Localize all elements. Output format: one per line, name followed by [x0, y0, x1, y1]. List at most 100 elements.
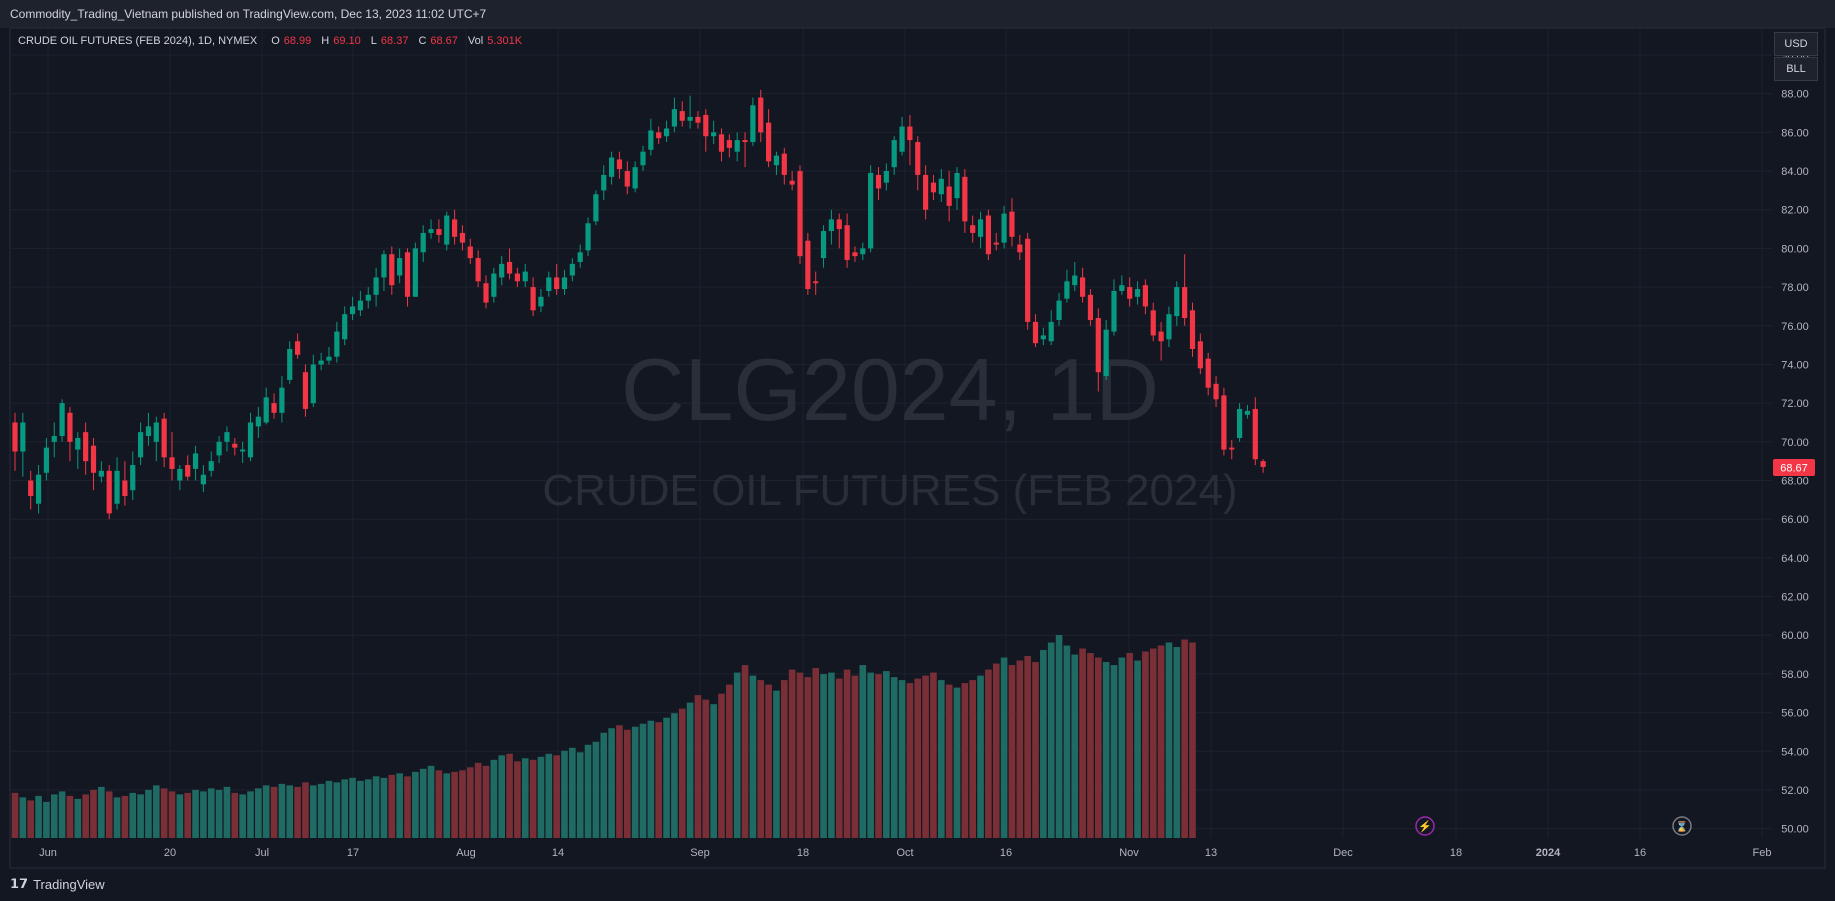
candle [389, 246, 395, 295]
volume-bar [223, 786, 231, 838]
volume-bar [192, 789, 199, 838]
candle [67, 407, 73, 462]
candle-body [522, 271, 528, 282]
candle [216, 436, 222, 464]
candle [538, 289, 544, 313]
volume-bar [490, 759, 498, 838]
candle-body [342, 314, 348, 340]
volume-bar [781, 680, 788, 838]
candle-body [1119, 285, 1125, 291]
volume-bar [459, 770, 466, 838]
candle [302, 364, 309, 417]
candle-body [805, 240, 811, 290]
candle-body [28, 480, 34, 496]
candle [1040, 327, 1046, 346]
volume-bar [1110, 665, 1118, 838]
volume-bar [741, 665, 749, 838]
y-tick-label: 66.00 [1781, 514, 1809, 526]
candle-body [459, 232, 466, 243]
candle-body [844, 225, 850, 261]
candle-body [860, 248, 866, 255]
currency-usd-button[interactable]: USD [1774, 32, 1818, 56]
candle-body [632, 167, 638, 189]
candle [923, 165, 929, 220]
candle [836, 213, 842, 249]
candle-body [1001, 213, 1007, 243]
candle-body [279, 387, 285, 413]
tradingview-logo-icon[interactable]: 𝟭𝟳 [10, 876, 29, 891]
candle-body [828, 219, 834, 232]
candle-body [695, 116, 701, 123]
candle-body [192, 453, 199, 469]
volume-bar [1079, 648, 1086, 838]
candle [530, 277, 536, 317]
y-tick-label: 84.00 [1781, 166, 1809, 178]
volume-bar [255, 788, 262, 838]
y-tick-label: 50.00 [1781, 824, 1809, 836]
replay-button[interactable]: ⚡ [1415, 816, 1435, 836]
candle [12, 412, 18, 471]
open-label: O [271, 35, 280, 47]
candle-body [554, 277, 560, 290]
candle [459, 225, 466, 251]
volume-bar [922, 675, 929, 838]
volume-bar [215, 789, 223, 838]
x-tick-label: Sep [690, 847, 710, 859]
volume-bar [184, 792, 191, 838]
candle [138, 422, 144, 466]
high-label: H [321, 35, 330, 47]
volume-bar [1047, 642, 1055, 838]
volume-bar [631, 726, 639, 838]
candle [114, 457, 120, 510]
candle-body [185, 465, 191, 477]
volume-bar [1055, 635, 1063, 838]
candle [726, 134, 732, 158]
candle [279, 376, 285, 423]
candle-body [985, 215, 991, 255]
candle [1095, 308, 1101, 392]
y-tick-label: 52.00 [1781, 785, 1809, 797]
candle [868, 165, 874, 253]
candle [83, 422, 89, 475]
volume-bar [851, 675, 859, 838]
y-tick-label: 62.00 [1781, 592, 1809, 604]
time-axis: Jun 20 Jul 17 Aug 14 Sep 18 Oct 16 Nov 13 Dec 18 2024 1… [39, 847, 1771, 859]
volume-bar [883, 671, 890, 838]
candle-body [397, 258, 403, 276]
volume-bar [176, 794, 184, 838]
volume-bar [773, 690, 780, 838]
candle-body [1260, 461, 1266, 467]
candle-body [467, 246, 473, 259]
candle [1205, 352, 1211, 396]
brand-name[interactable]: TradingView [33, 876, 105, 892]
volume-bar [1095, 657, 1102, 838]
volume-bar [702, 699, 710, 838]
countdown-button[interactable]: ⌛ [1672, 816, 1692, 836]
candle [1134, 281, 1141, 305]
candle [247, 412, 254, 462]
unit-bll-button[interactable]: BLL [1774, 57, 1818, 81]
candle [1197, 333, 1203, 375]
candle-body [1127, 287, 1133, 299]
volume-bar [404, 776, 411, 838]
candle [1213, 376, 1219, 408]
volume-bar [396, 773, 403, 838]
candle [161, 412, 167, 467]
candle-body [506, 261, 513, 274]
candle-body [1064, 281, 1070, 299]
candle-body [679, 111, 685, 121]
candle-body [923, 174, 929, 210]
volume-bar [521, 758, 529, 838]
candle [349, 296, 356, 320]
candle-body [726, 140, 732, 148]
candle [208, 451, 214, 477]
candle [828, 209, 834, 245]
publisher-line: Commodity_Trading_Vietnam published on T… [10, 7, 487, 21]
candle [365, 287, 371, 309]
y-tick-label: 82.00 [1781, 205, 1809, 217]
volume-bar [1008, 665, 1016, 838]
candle-body [420, 232, 426, 253]
candle [742, 132, 748, 168]
low-label: L [370, 35, 377, 47]
